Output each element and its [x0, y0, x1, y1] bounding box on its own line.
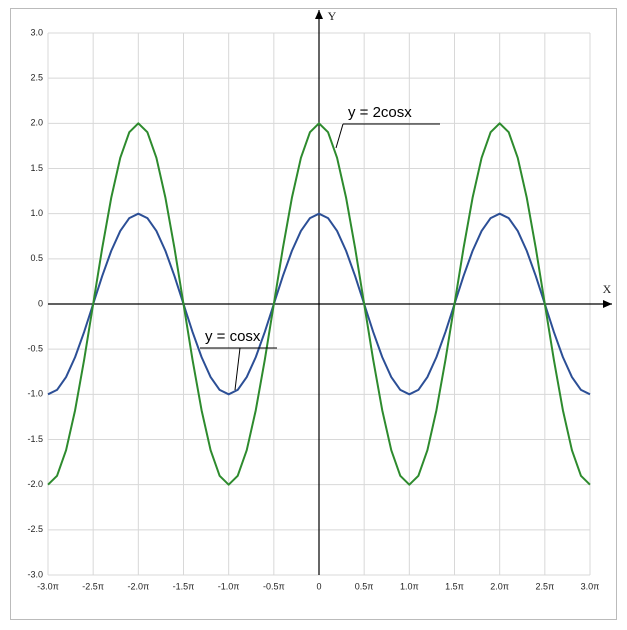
series-line	[47, 212, 591, 396]
x-tick-label: 1.0π	[400, 581, 419, 591]
y-tick-label: -0.5	[27, 344, 43, 354]
frame	[10, 8, 617, 620]
x-tick-label: 0.5π	[355, 581, 374, 591]
y-tick-label: 0	[38, 298, 43, 308]
x-tick-label: 0	[316, 581, 321, 591]
y-tick-label: 3.0	[30, 27, 43, 37]
y-axis-label: Y	[328, 9, 337, 23]
y-tick-label: 2.0	[30, 118, 43, 128]
x-tick-label: 2.5π	[535, 581, 554, 591]
x-tick-label: -2.5π	[82, 581, 104, 591]
y-tick-label: -1.0	[27, 389, 43, 399]
x-tick-label: -3.0π	[37, 581, 59, 591]
x-tick-label: -1.5π	[173, 581, 195, 591]
x-tick-label: -2.0π	[127, 581, 149, 591]
y-axis-arrow	[315, 10, 323, 19]
y-tick-label: 0.5	[30, 253, 43, 263]
x-tick-label: -0.5π	[263, 581, 285, 591]
y-tick-label: 1.0	[30, 208, 43, 218]
y-tick-label: -1.5	[27, 434, 43, 444]
callout-line	[335, 123, 344, 149]
series-label: y = cosx	[205, 328, 261, 345]
axes	[48, 10, 612, 575]
x-axis-arrow	[603, 300, 612, 308]
y-tick-label: -2.0	[27, 479, 43, 489]
x-tick-label: 2.0π	[490, 581, 509, 591]
y-tick-label: 2.5	[30, 73, 43, 83]
series-label: y = 2cosx	[348, 104, 412, 121]
y-tick-label: -3.0	[27, 569, 43, 579]
callout-line	[234, 347, 241, 391]
y-tick-label: -2.5	[27, 524, 43, 534]
x-tick-label: -1.0π	[218, 581, 240, 591]
x-tick-label: 1.5π	[445, 581, 464, 591]
y-tick-label: 1.5	[30, 163, 43, 173]
series-line	[47, 122, 591, 486]
x-tick-label: 3.0π	[581, 581, 600, 591]
x-axis-label: X	[603, 282, 612, 296]
plot	[47, 122, 591, 486]
